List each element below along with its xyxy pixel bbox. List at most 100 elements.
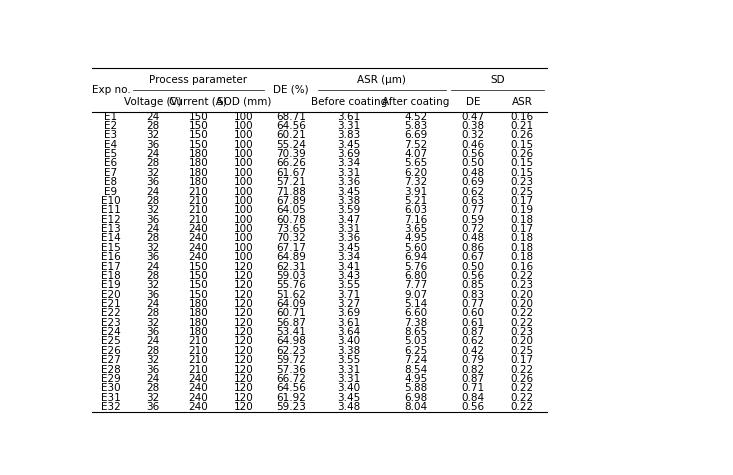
Text: 53.41: 53.41 xyxy=(276,327,306,337)
Text: 100: 100 xyxy=(234,233,254,243)
Text: 0.26: 0.26 xyxy=(511,149,534,159)
Text: 5.03: 5.03 xyxy=(404,336,427,346)
Text: 210: 210 xyxy=(188,346,208,356)
Text: 56.87: 56.87 xyxy=(276,318,306,328)
Text: 100: 100 xyxy=(234,196,254,206)
Text: 0.23: 0.23 xyxy=(511,327,534,337)
Text: 100: 100 xyxy=(234,243,254,253)
Text: 0.20: 0.20 xyxy=(511,336,534,346)
Text: After coating: After coating xyxy=(382,97,449,107)
Text: 3.55: 3.55 xyxy=(337,355,361,365)
Text: 180: 180 xyxy=(188,299,208,309)
Text: 64.56: 64.56 xyxy=(276,121,306,131)
Text: 150: 150 xyxy=(188,112,208,122)
Text: 6.60: 6.60 xyxy=(404,308,427,318)
Text: 0.22: 0.22 xyxy=(511,402,534,412)
Text: 150: 150 xyxy=(188,280,208,290)
Text: 0.82: 0.82 xyxy=(461,365,485,375)
Text: 180: 180 xyxy=(188,177,208,187)
Text: 0.38: 0.38 xyxy=(461,121,485,131)
Text: E19: E19 xyxy=(101,280,121,290)
Text: 3.27: 3.27 xyxy=(337,299,361,309)
Text: 0.77: 0.77 xyxy=(461,299,485,309)
Text: E13: E13 xyxy=(101,224,121,234)
Text: 36: 36 xyxy=(147,140,160,150)
Text: 64.09: 64.09 xyxy=(276,299,306,309)
Text: 5.83: 5.83 xyxy=(404,121,427,131)
Text: 6.94: 6.94 xyxy=(404,252,427,262)
Text: 3.61: 3.61 xyxy=(337,112,361,122)
Text: 70.39: 70.39 xyxy=(276,149,306,159)
Text: 100: 100 xyxy=(234,205,254,215)
Text: E7: E7 xyxy=(104,168,117,178)
Text: 7.38: 7.38 xyxy=(404,318,427,328)
Text: 3.38: 3.38 xyxy=(337,346,361,356)
Text: 3.59: 3.59 xyxy=(337,205,361,215)
Text: 0.15: 0.15 xyxy=(511,168,534,178)
Text: 100: 100 xyxy=(234,149,254,159)
Text: SD: SD xyxy=(490,75,505,85)
Text: DE (%): DE (%) xyxy=(273,85,309,95)
Text: 0.84: 0.84 xyxy=(461,393,485,403)
Text: ASR: ASR xyxy=(512,97,533,107)
Text: 0.47: 0.47 xyxy=(461,112,485,122)
Text: 0.62: 0.62 xyxy=(461,187,485,197)
Text: 36: 36 xyxy=(147,327,160,337)
Text: 6.69: 6.69 xyxy=(404,130,427,140)
Text: 0.59: 0.59 xyxy=(461,215,485,225)
Text: 6.80: 6.80 xyxy=(404,271,427,281)
Text: 6.20: 6.20 xyxy=(404,168,427,178)
Text: 0.87: 0.87 xyxy=(461,374,485,384)
Text: 3.48: 3.48 xyxy=(337,402,361,412)
Text: E29: E29 xyxy=(101,374,121,384)
Text: 36: 36 xyxy=(147,177,160,187)
Text: 5.60: 5.60 xyxy=(404,243,427,253)
Text: 32: 32 xyxy=(147,130,160,140)
Text: DE: DE xyxy=(465,97,480,107)
Text: 150: 150 xyxy=(188,262,208,272)
Text: 60.21: 60.21 xyxy=(276,130,306,140)
Text: 0.46: 0.46 xyxy=(461,140,485,150)
Text: 3.36: 3.36 xyxy=(337,233,361,243)
Text: 0.56: 0.56 xyxy=(461,149,485,159)
Text: 3.41: 3.41 xyxy=(337,262,361,272)
Text: 100: 100 xyxy=(234,158,254,169)
Text: 3.36: 3.36 xyxy=(337,177,361,187)
Text: Exp no.: Exp no. xyxy=(92,85,130,95)
Text: 24: 24 xyxy=(147,187,160,197)
Text: 240: 240 xyxy=(188,402,208,412)
Text: 0.18: 0.18 xyxy=(511,215,534,225)
Text: 24: 24 xyxy=(147,299,160,309)
Text: 240: 240 xyxy=(188,243,208,253)
Text: E2: E2 xyxy=(104,121,117,131)
Text: 0.17: 0.17 xyxy=(511,355,534,365)
Text: 210: 210 xyxy=(188,196,208,206)
Text: 60.78: 60.78 xyxy=(276,215,306,225)
Text: 100: 100 xyxy=(234,252,254,262)
Text: 51.62: 51.62 xyxy=(276,290,306,300)
Text: 0.18: 0.18 xyxy=(511,252,534,262)
Text: 3.45: 3.45 xyxy=(337,393,361,403)
Text: 3.61: 3.61 xyxy=(337,318,361,328)
Text: 3.31: 3.31 xyxy=(337,121,361,131)
Text: 0.23: 0.23 xyxy=(511,177,534,187)
Text: Current (A): Current (A) xyxy=(169,97,227,107)
Text: 210: 210 xyxy=(188,215,208,225)
Text: 3.69: 3.69 xyxy=(337,308,361,318)
Text: 0.22: 0.22 xyxy=(511,308,534,318)
Text: 4.95: 4.95 xyxy=(404,233,427,243)
Text: 150: 150 xyxy=(188,140,208,150)
Text: 0.32: 0.32 xyxy=(461,130,485,140)
Text: 100: 100 xyxy=(234,168,254,178)
Text: 120: 120 xyxy=(234,308,254,318)
Text: 59.23: 59.23 xyxy=(276,402,306,412)
Text: E15: E15 xyxy=(101,243,121,253)
Text: 0.17: 0.17 xyxy=(511,196,534,206)
Text: 120: 120 xyxy=(234,402,254,412)
Text: 3.71: 3.71 xyxy=(337,290,361,300)
Text: 6.98: 6.98 xyxy=(404,393,427,403)
Text: 0.21: 0.21 xyxy=(511,121,534,131)
Text: E8: E8 xyxy=(104,177,117,187)
Text: 24: 24 xyxy=(147,374,160,384)
Text: 120: 120 xyxy=(234,271,254,281)
